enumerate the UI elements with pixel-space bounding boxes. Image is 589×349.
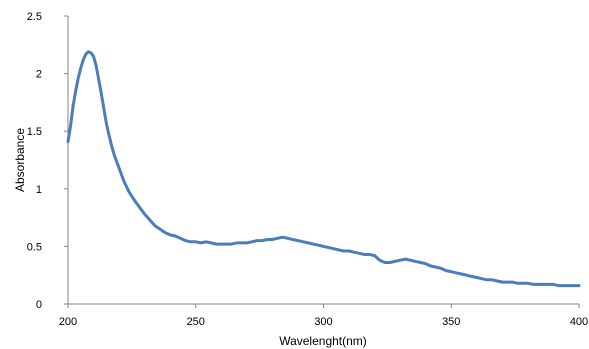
y-axis-title: Absorbance [13,128,27,192]
absorbance-series-line [66,50,581,288]
x-tick-label: 250 [187,316,205,328]
x-tick-label: 200 [59,316,77,328]
y-tick-label: 1.5 [27,126,42,138]
x-tick-label: 300 [314,316,332,328]
tick-marks: 0 0.5 1 1.5 2 2.5 200 250 300 350 400 [27,11,588,328]
y-tick-label: 1 [36,184,42,196]
x-axis-title: Wavelenght(nm) [279,334,367,348]
series-layer [66,50,581,288]
y-tick-label: 2 [36,69,42,81]
axes [67,16,579,305]
y-tick-label: 0.5 [27,241,42,253]
y-tick-label: 0 [36,299,42,311]
y-tick-label: 2.5 [27,11,42,23]
x-tick-label: 400 [570,316,588,328]
x-tick-label: 350 [442,316,460,328]
